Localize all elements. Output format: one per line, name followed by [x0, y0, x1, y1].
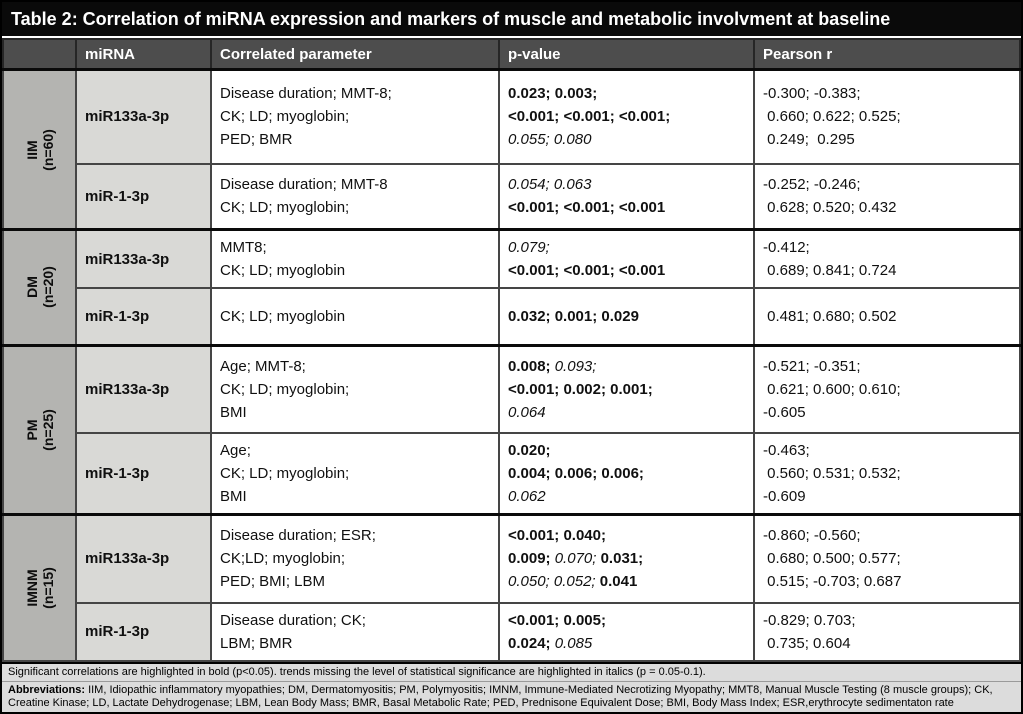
table-title: Table 2: Correlation of miRNA expression… [2, 2, 1021, 38]
pvalue-cell: <0.001; 0.005; 0.024; 0.085 [498, 601, 755, 662]
col-header-parameter: Correlated parameter [210, 38, 500, 71]
parameter-cell: MMT8; CK; LD; myoglobin [210, 228, 500, 289]
parameter-cell: Disease duration; CK; LBM; BMR [210, 601, 500, 662]
mirna-cell: miR-1-3p [75, 162, 212, 231]
pvalue-cell: 0.054; 0.063 <0.001; <0.001; <0.001 [498, 162, 755, 231]
pearson-cell: 0.481; 0.680; 0.502 [753, 287, 1021, 346]
parameter-cell: Disease duration; MMT-8 CK; LD; myoglobi… [210, 162, 500, 231]
correlation-table: miRNA Correlated parameter p-value Pears… [2, 38, 1021, 662]
mirna-cell: miR133a-3p [75, 228, 212, 289]
group-cell-dm: DM (n=20) [2, 228, 77, 346]
pvalue-cell: 0.032; 0.001; 0.029 [498, 287, 755, 346]
group-label: IIM (n=60) [23, 128, 56, 171]
pearson-cell: -0.521; -0.351; 0.621; 0.600; 0.610; -0.… [753, 343, 1021, 434]
pearson-cell: -0.463; 0.560; 0.531; 0.532; -0.609 [753, 432, 1021, 516]
col-header-pvalue: p-value [498, 38, 755, 71]
abbreviations-text: IIM, Idiopathic inflammatory myopathies;… [8, 683, 993, 709]
parameter-cell: Disease duration; MMT-8; CK; LD; myoglob… [210, 68, 500, 165]
group-label: IMNM (n=15) [23, 566, 56, 609]
pvalue-cell: 0.020; 0.004; 0.006; 0.006; 0.062 [498, 432, 755, 516]
footnote-abbreviations: Abbreviations: IIM, Idiopathic inflammat… [2, 682, 1021, 712]
mirna-cell: miR-1-3p [75, 432, 212, 516]
pvalue-cell: 0.079; <0.001; <0.001; <0.001 [498, 228, 755, 289]
table-row: IMNM (n=15) miR133a-3p Disease duration; ES… [2, 513, 1021, 662]
mirna-cell: miR-1-3p [75, 287, 212, 346]
group-cell-pm: PM (n=25) [2, 343, 77, 516]
group-label: PM (n=25) [23, 408, 56, 451]
pvalue-cell: 0.008; 0.093; <0.001; 0.002; 0.001; 0.064 [498, 343, 755, 434]
table-row: miR-1-3p Disease duration; CK; LBM; BMR <0… [3, 601, 1021, 662]
group-label: DM (n=20) [23, 266, 56, 309]
parameter-cell: Age; MMT-8; CK; LD; myoglobin; BMI [210, 343, 500, 434]
pearson-cell: -0.829; 0.703; 0.735; 0.604 [753, 601, 1021, 662]
corner-cell [2, 38, 77, 71]
parameter-cell: Age; CK; LD; myoglobin; BMI [210, 432, 500, 516]
pvalue-cell: <0.001; 0.040; 0.009; 0.070; 0.031; 0.050;… [498, 513, 755, 604]
pearson-cell: -0.412; 0.689; 0.841; 0.724 [753, 228, 1021, 289]
table-row: miR-1-3p Age; CK; LD; myoglobin; BMI 0.020… [3, 432, 1021, 516]
abbreviations-label: Abbreviations: [8, 683, 86, 696]
pearson-cell: -0.300; -0.383; 0.660; 0.622; 0.525; 0.2… [753, 68, 1021, 165]
parameter-cell: CK; LD; myoglobin [210, 287, 500, 346]
parameter-cell: Disease duration; ESR; CK;LD; myoglobin;… [210, 513, 500, 604]
pearson-cell: -0.860; -0.560; 0.680; 0.500; 0.577; 0.5… [753, 513, 1021, 604]
col-header-mirna: miRNA [75, 38, 212, 71]
group-cell-imnm: IMNM (n=15) [2, 513, 77, 662]
table-row: miR-1-3p Disease duration; MMT-8 CK; LD; … [3, 162, 1021, 231]
table-row: IIM (n=60) miR133a-3p Disease duration; MMT… [2, 68, 1021, 231]
table-row: DM (n=20) miR133a-3p MMT8; CK; LD; myoglobi… [2, 228, 1021, 346]
table-row: miR-1-3p CK; LD; myoglobin 0.032; 0.001; 0… [3, 287, 1021, 346]
footnote-significance: Significant correlations are highlighted… [2, 664, 1021, 682]
table-body: IIM (n=60) miR133a-3p Disease duration; MMT… [2, 68, 1021, 662]
mirna-cell: miR133a-3p [75, 68, 212, 165]
table-row: PM (n=25) miR133a-3p Age; MMT-8; CK; LD; my… [2, 343, 1021, 516]
pvalue-cell: 0.023; 0.003; <0.001; <0.001; <0.001; 0.05… [498, 68, 755, 165]
mirna-cell: miR133a-3p [75, 513, 212, 604]
pearson-cell: -0.252; -0.246; 0.628; 0.520; 0.432 [753, 162, 1021, 231]
col-header-pearson: Pearson r [753, 38, 1021, 71]
mirna-cell: miR-1-3p [75, 601, 212, 662]
mirna-cell: miR133a-3p [75, 343, 212, 434]
footnotes: Significant correlations are highlighted… [2, 661, 1021, 712]
header-row: miRNA Correlated parameter p-value Pears… [2, 38, 1021, 71]
group-cell-iim: IIM (n=60) [2, 68, 77, 231]
